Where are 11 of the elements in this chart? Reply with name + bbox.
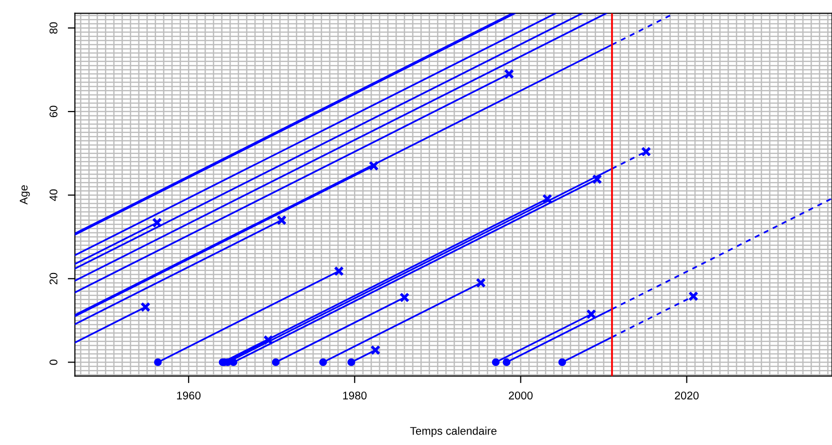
x-tick-label: 1980: [343, 392, 367, 400]
y-axis-title: Age: [20, 185, 30, 205]
y-tick-label: 40: [50, 189, 58, 202]
y-tick-label: 20: [50, 272, 58, 284]
x-tick-label: 2000: [508, 392, 533, 400]
y-tick-label: 60: [50, 106, 58, 118]
x-tick-label: 1960: [177, 392, 201, 400]
y-tick-label: 80: [50, 22, 58, 34]
y-tick-label: 0: [50, 360, 58, 365]
x-axis-title: Temps calendaire: [410, 426, 496, 438]
x-tick-label: 2020: [674, 392, 699, 400]
